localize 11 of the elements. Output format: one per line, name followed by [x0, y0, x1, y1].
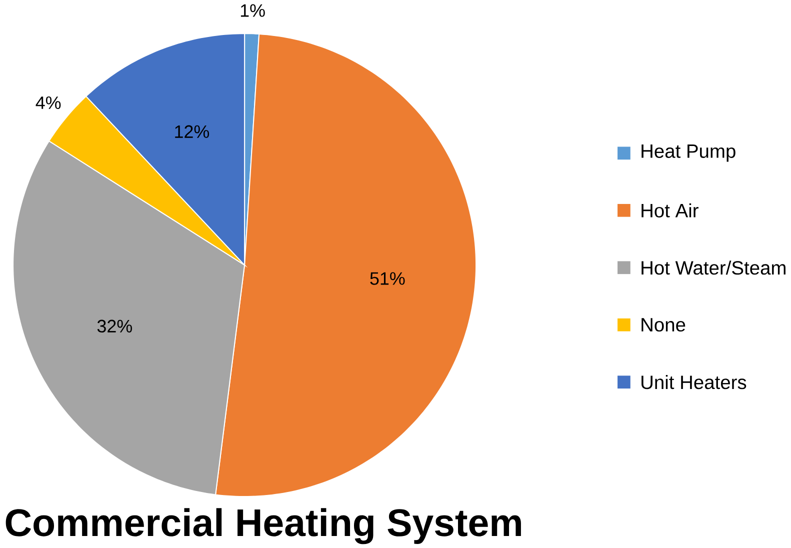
legend-label: None: [642, 318, 686, 332]
legend-label: Hot Air: [642, 203, 698, 218]
legend-label: Unit Heaters: [642, 374, 746, 389]
data-label: 32%: [97, 320, 132, 332]
data-label: 4%: [36, 96, 61, 109]
data-label: 51%: [370, 272, 405, 285]
text: Commercial Heating System: [6, 508, 521, 544]
data-label: 12%: [175, 125, 210, 138]
legend-label: Heat Pump: [642, 144, 736, 162]
legend-label: Hot Water/Steam: [642, 260, 786, 274]
data-label: 1%: [240, 4, 265, 17]
